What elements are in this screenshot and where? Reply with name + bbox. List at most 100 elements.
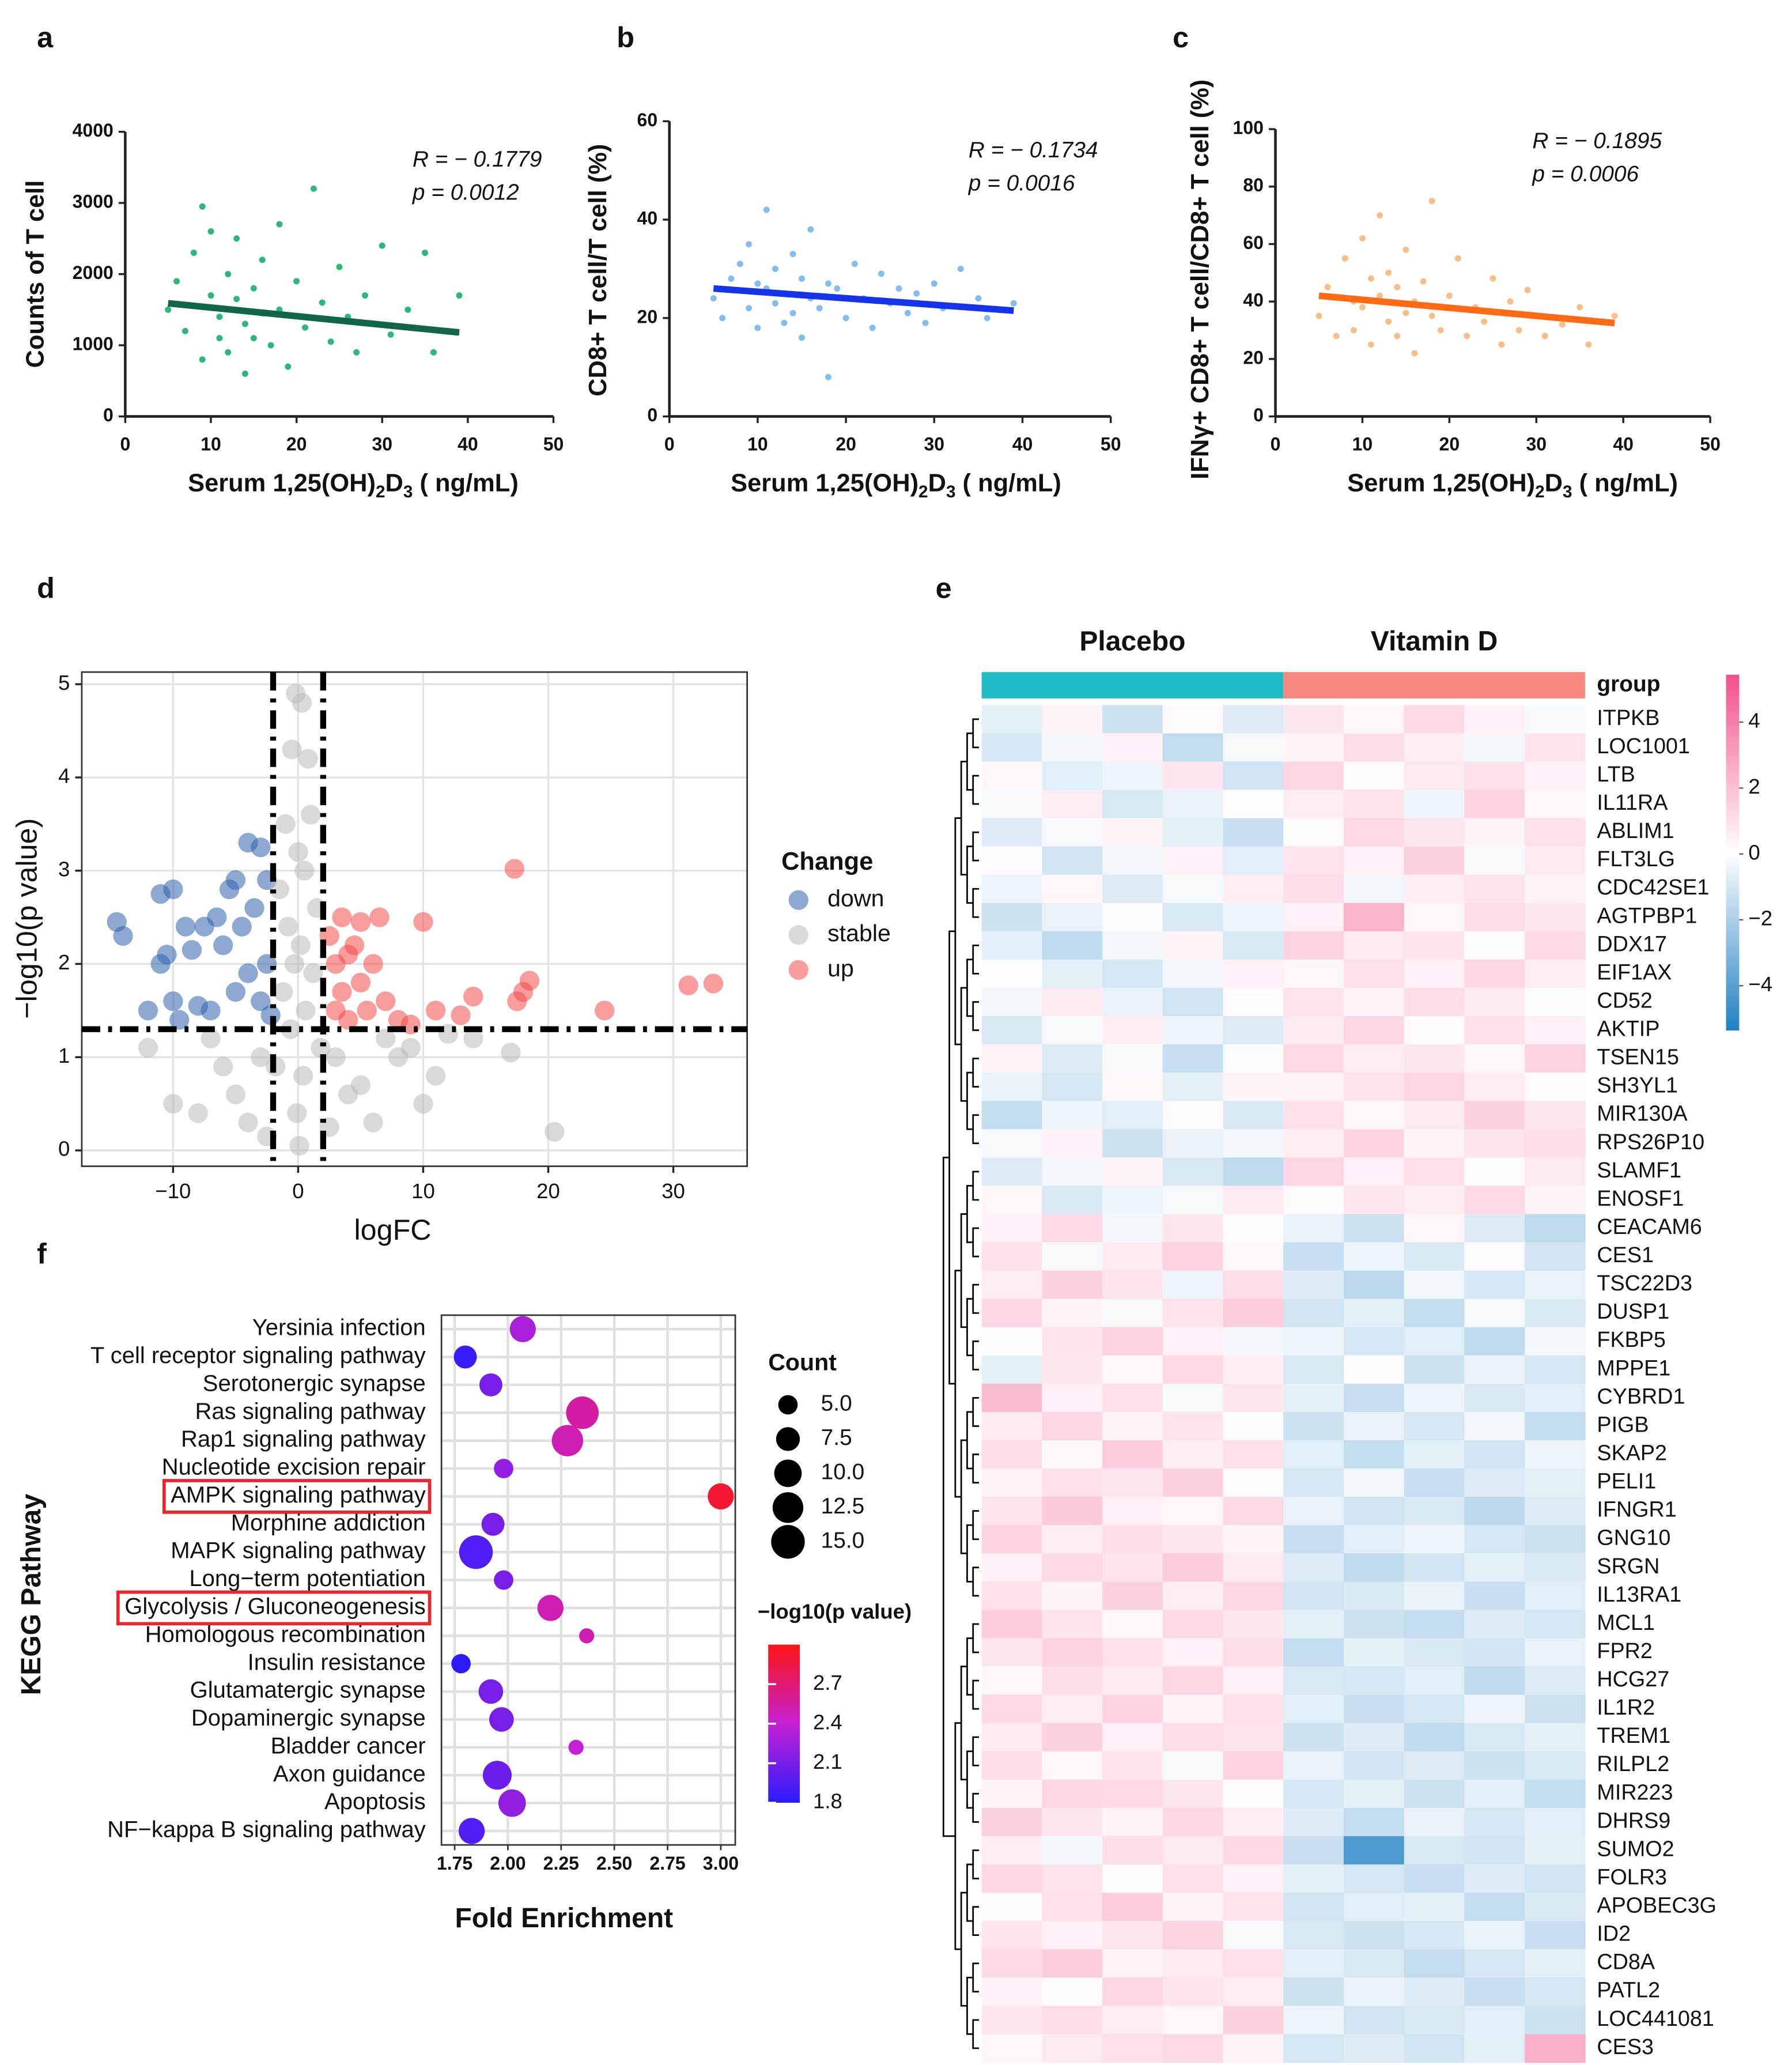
dendrogram [972,888,980,918]
heat-cell [1283,1553,1344,1583]
heat-cell [1283,1044,1344,1074]
heat-cell [1525,1101,1586,1130]
heat-cell [1042,1440,1103,1469]
point [376,1028,396,1049]
x-tick-label: 40 [1012,433,1033,454]
heat-cell [1162,987,1224,1017]
point [451,1005,471,1025]
row-label: IL1R2 [1597,1695,1655,1719]
heat-cell [1283,1270,1344,1300]
point [250,285,257,292]
legend-label: 10.0 [821,1460,865,1485]
heat-cell [1162,1694,1224,1724]
dendrogram [972,2019,980,2049]
dendrogram [972,1510,980,1541]
heat-cell [1525,1270,1586,1300]
heat-cell [981,1411,1043,1441]
heat-cell [1343,1242,1405,1271]
point [957,265,964,272]
heat-cell [1162,1468,1224,1498]
heat-cell [1223,1242,1284,1271]
heat-cell [1525,1157,1586,1187]
point [332,907,352,927]
dendrogram [966,732,973,791]
heat-cell [1404,1751,1465,1780]
panel-letter: f [37,1237,47,1270]
heat-cell [1162,1666,1224,1696]
point [501,1043,521,1063]
row-label: EIF1AX [1597,960,1672,984]
group-label: Vitamin D [1371,626,1498,657]
dendrogram [954,1270,962,1498]
heat-cell [1404,987,1465,1017]
heat-cell [1343,1779,1405,1809]
annotation: R = − 0.1895 [1532,129,1662,153]
heat-cell [1162,1723,1224,1752]
point [519,971,540,991]
heat-cell [1042,761,1103,791]
point [1437,327,1444,334]
heat-cell [1042,1779,1103,1809]
heat-cell [1525,1666,1586,1696]
bubble [479,1373,502,1396]
heat-cell [1283,1101,1344,1130]
x-tick-label: 20 [1439,433,1460,454]
heat-cell [1283,1666,1344,1696]
heat-cell [1283,1497,1344,1526]
point [275,814,296,834]
heat-cell [1102,1355,1163,1384]
heat-cell [981,2034,1043,2063]
dendrogram [966,1976,973,2035]
heat-cell [1223,1893,1284,1922]
y-tick-label: Glutamatergic synapse [190,1678,426,1703]
heat-cell [981,1779,1043,1809]
point [754,324,761,331]
legend-label: 12.5 [821,1494,865,1519]
heat-cell [1464,931,1526,960]
row-label: DUSP1 [1597,1299,1669,1323]
heat-cell [1223,1101,1284,1130]
heat-cell [1283,818,1344,847]
x-axis-title-part: 2 [918,482,928,501]
colorbar [1726,674,1740,1031]
point [338,1010,358,1030]
heat-cell [1162,761,1224,791]
bubble [579,1628,595,1644]
heat-cell [1042,733,1103,762]
heat-cell [1162,1327,1224,1356]
heat-cell [1042,1214,1103,1243]
heat-cell [1343,818,1405,847]
row-label: SRGN [1597,1554,1659,1578]
legend-swatch [788,890,808,910]
y-tick-label: 100 [1233,118,1264,138]
x-tick-label: 0 [1271,433,1281,454]
heat-cell [1464,705,1526,734]
row-label: CES1 [1597,1243,1654,1267]
heat-cell [1223,1638,1284,1667]
row-label: IFNGR1 [1597,1497,1676,1522]
row-label: FLT3LG [1597,847,1675,871]
heat-cell [1223,1836,1284,1865]
heat-cell [1404,1411,1465,1441]
heat-cell [981,1694,1043,1724]
heat-cell [1525,1383,1586,1413]
row-label: SUMO2 [1597,1836,1674,1860]
legend-label: stable [827,920,891,946]
heat-cell [1223,1214,1284,1243]
point [173,278,180,285]
row-label: ENOSF1 [1597,1186,1684,1210]
heat-cell [981,1129,1043,1158]
heat-cell [981,987,1043,1017]
heat-cell [1525,705,1586,734]
dendrogram [972,944,980,975]
point [232,916,252,937]
dendrogram [960,1213,967,1328]
point [190,250,197,256]
row-label: TREM1 [1597,1723,1670,1747]
heat-cell [1162,959,1224,988]
heat-cell [1525,1497,1586,1526]
heat-cell [1102,1893,1163,1922]
y-axis-title: −log10(p value) [10,818,43,1019]
heat-cell [1343,959,1405,988]
heat-cell [1102,1553,1163,1583]
